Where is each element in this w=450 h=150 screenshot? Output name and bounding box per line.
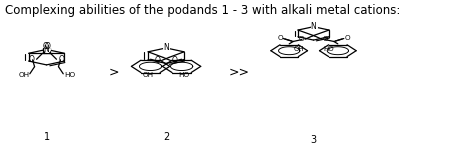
Text: O: O: [155, 56, 161, 65]
Text: HO: HO: [323, 46, 334, 52]
Text: O: O: [43, 42, 49, 51]
Text: >: >: [108, 66, 119, 79]
Text: N: N: [163, 44, 169, 52]
Text: O: O: [171, 56, 177, 65]
Text: O: O: [29, 55, 35, 64]
Text: Complexing abilities of the podands 1 - 3 with alkali metal cations:: Complexing abilities of the podands 1 - …: [4, 4, 400, 17]
Text: O: O: [344, 35, 350, 41]
Text: N: N: [310, 22, 316, 31]
Text: OH: OH: [18, 72, 29, 78]
Text: OH: OH: [143, 72, 154, 78]
Text: O: O: [323, 36, 328, 42]
Text: HO: HO: [178, 72, 189, 78]
Text: 1: 1: [44, 132, 50, 142]
Text: OH: OH: [293, 46, 304, 52]
Text: O: O: [277, 35, 283, 41]
Text: N: N: [44, 45, 50, 54]
Text: >>: >>: [229, 66, 249, 79]
Text: 3: 3: [310, 135, 317, 145]
Text: 2: 2: [163, 132, 169, 142]
Text: O: O: [58, 55, 64, 64]
Text: O: O: [45, 42, 50, 51]
Text: HO: HO: [64, 72, 75, 78]
Text: O: O: [298, 36, 304, 42]
